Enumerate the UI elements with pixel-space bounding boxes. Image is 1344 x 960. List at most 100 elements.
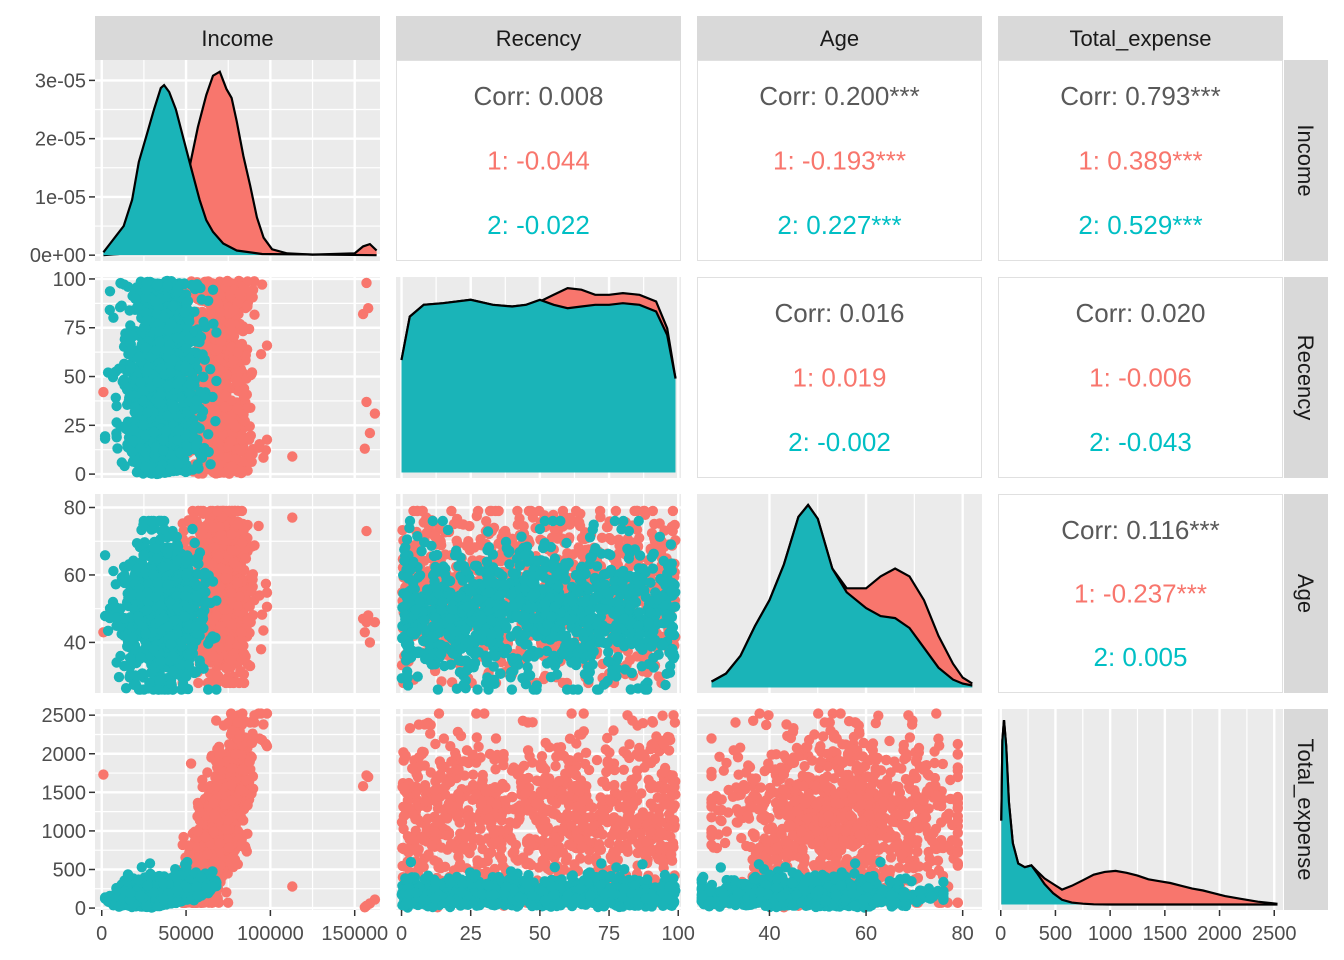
point-group-2: [113, 363, 125, 374]
point-group-1: [219, 401, 231, 413]
point-group-1: [359, 443, 370, 454]
point-group-2: [191, 438, 203, 450]
point-group-2: [187, 523, 198, 535]
point-group-1: [212, 670, 224, 681]
point-group-1: [226, 318, 237, 330]
panel-income-age: Corr: 0.200***1: -0.193***2: 0.227***: [697, 60, 982, 261]
point-group-2: [162, 280, 173, 291]
point-group-2: [205, 364, 216, 375]
point-group-1: [258, 625, 269, 636]
point-group-1: [235, 626, 247, 638]
point-group-1: [364, 637, 376, 648]
point-group-2: [135, 652, 146, 663]
density-group-2-outline: [102, 83, 377, 257]
point-group-2: [198, 316, 209, 328]
point-group-2: [162, 325, 174, 336]
point-group-2: [167, 402, 179, 413]
point-group-2: [160, 425, 171, 437]
point-group-2: [142, 683, 153, 694]
point-group-2: [172, 602, 183, 614]
point-group-2: [141, 315, 153, 326]
panel-age-income: [95, 494, 381, 695]
point-group-2: [197, 569, 209, 581]
density-group-1-area: [103, 71, 377, 256]
point-group-2: [140, 342, 151, 353]
point-group-2: [203, 638, 214, 649]
point-group-2: [131, 538, 143, 549]
point-group-1: [213, 551, 224, 562]
point-group-1: [226, 619, 238, 630]
strip-right-recency: [1284, 277, 1328, 478]
strip-top-age: [697, 16, 982, 60]
point-group-2: [158, 561, 169, 573]
point-group-2: [137, 560, 149, 571]
corr-group-2: 2: -0.043: [1089, 427, 1192, 457]
point-group-2: [179, 306, 190, 318]
strip-right-income: [1284, 60, 1328, 261]
point-group-2: [124, 652, 136, 664]
point-group-1: [624, 654, 636, 666]
point-group-1: [222, 414, 233, 425]
strip-label-right-total-expense: Total_expense: [1293, 739, 1318, 881]
point-group-2: [167, 300, 179, 312]
corr-overall: Corr: 0.020: [1075, 298, 1205, 328]
point-group-1: [246, 367, 258, 378]
point-group-2: [210, 416, 221, 427]
point-group-2: [138, 419, 149, 431]
point-group-2: [153, 326, 165, 337]
point-group-2: [112, 443, 123, 454]
point-group-1: [244, 451, 255, 463]
point-group-1: [464, 520, 475, 532]
point-group-2: [180, 591, 191, 602]
point-group-2: [173, 458, 184, 470]
point-group-1: [215, 336, 226, 347]
point-group-2: [150, 296, 161, 307]
y-tick-label: 60: [64, 565, 86, 587]
point-group-1: [226, 461, 238, 472]
strip-top-recency: [396, 16, 681, 60]
point-group-2: [128, 425, 140, 436]
strip-top-total-expense: [998, 16, 1283, 60]
point-group-2: [130, 293, 141, 305]
point-group-1: [220, 573, 231, 584]
point-group-1: [610, 505, 622, 517]
point-group-2: [154, 675, 165, 686]
point-group-2: [205, 459, 216, 470]
corr-overall: Corr: 0.200***: [759, 81, 919, 111]
corr-group-2: 2: -0.002: [788, 427, 891, 457]
point-group-2: [123, 348, 134, 360]
y-tick-label: 2e-05: [35, 129, 86, 151]
point-group-1: [238, 390, 250, 402]
point-group-1: [212, 297, 223, 308]
point-group-2: [172, 541, 184, 552]
point-group-2: [191, 395, 202, 406]
point-group-1: [261, 587, 273, 598]
y-tick-label: 0e+00: [30, 245, 86, 267]
strip-label-right-income: Income: [1293, 124, 1318, 196]
y-tick-label: 3e-05: [35, 70, 86, 92]
point-group-2: [200, 587, 211, 598]
point-group-2: [110, 392, 122, 403]
point-group-2: [151, 553, 163, 564]
point-group-1: [230, 505, 241, 517]
point-group-1: [226, 545, 238, 556]
point-group-1: [249, 309, 260, 320]
point-group-1: [226, 435, 237, 446]
point-group-2: [196, 452, 208, 463]
point-group-2: [192, 335, 204, 347]
point-group-2: [104, 286, 116, 297]
point-group-2: [142, 407, 153, 418]
point-group-2: [207, 576, 219, 587]
point-group-2: [180, 466, 191, 478]
point-group-2: [115, 278, 127, 289]
point-group-2: [178, 679, 189, 690]
point-group-2: [125, 669, 136, 680]
point-group-2: [139, 549, 150, 561]
corr-group-1: 1: 0.389***: [1078, 146, 1202, 176]
point-group-2: [168, 531, 179, 542]
point-group-2: [104, 304, 116, 316]
strip-top-income: [95, 16, 380, 60]
strip-label-top-recency: Recency: [496, 26, 582, 51]
point-group-2: [211, 595, 222, 606]
point-group-2: [148, 426, 159, 438]
